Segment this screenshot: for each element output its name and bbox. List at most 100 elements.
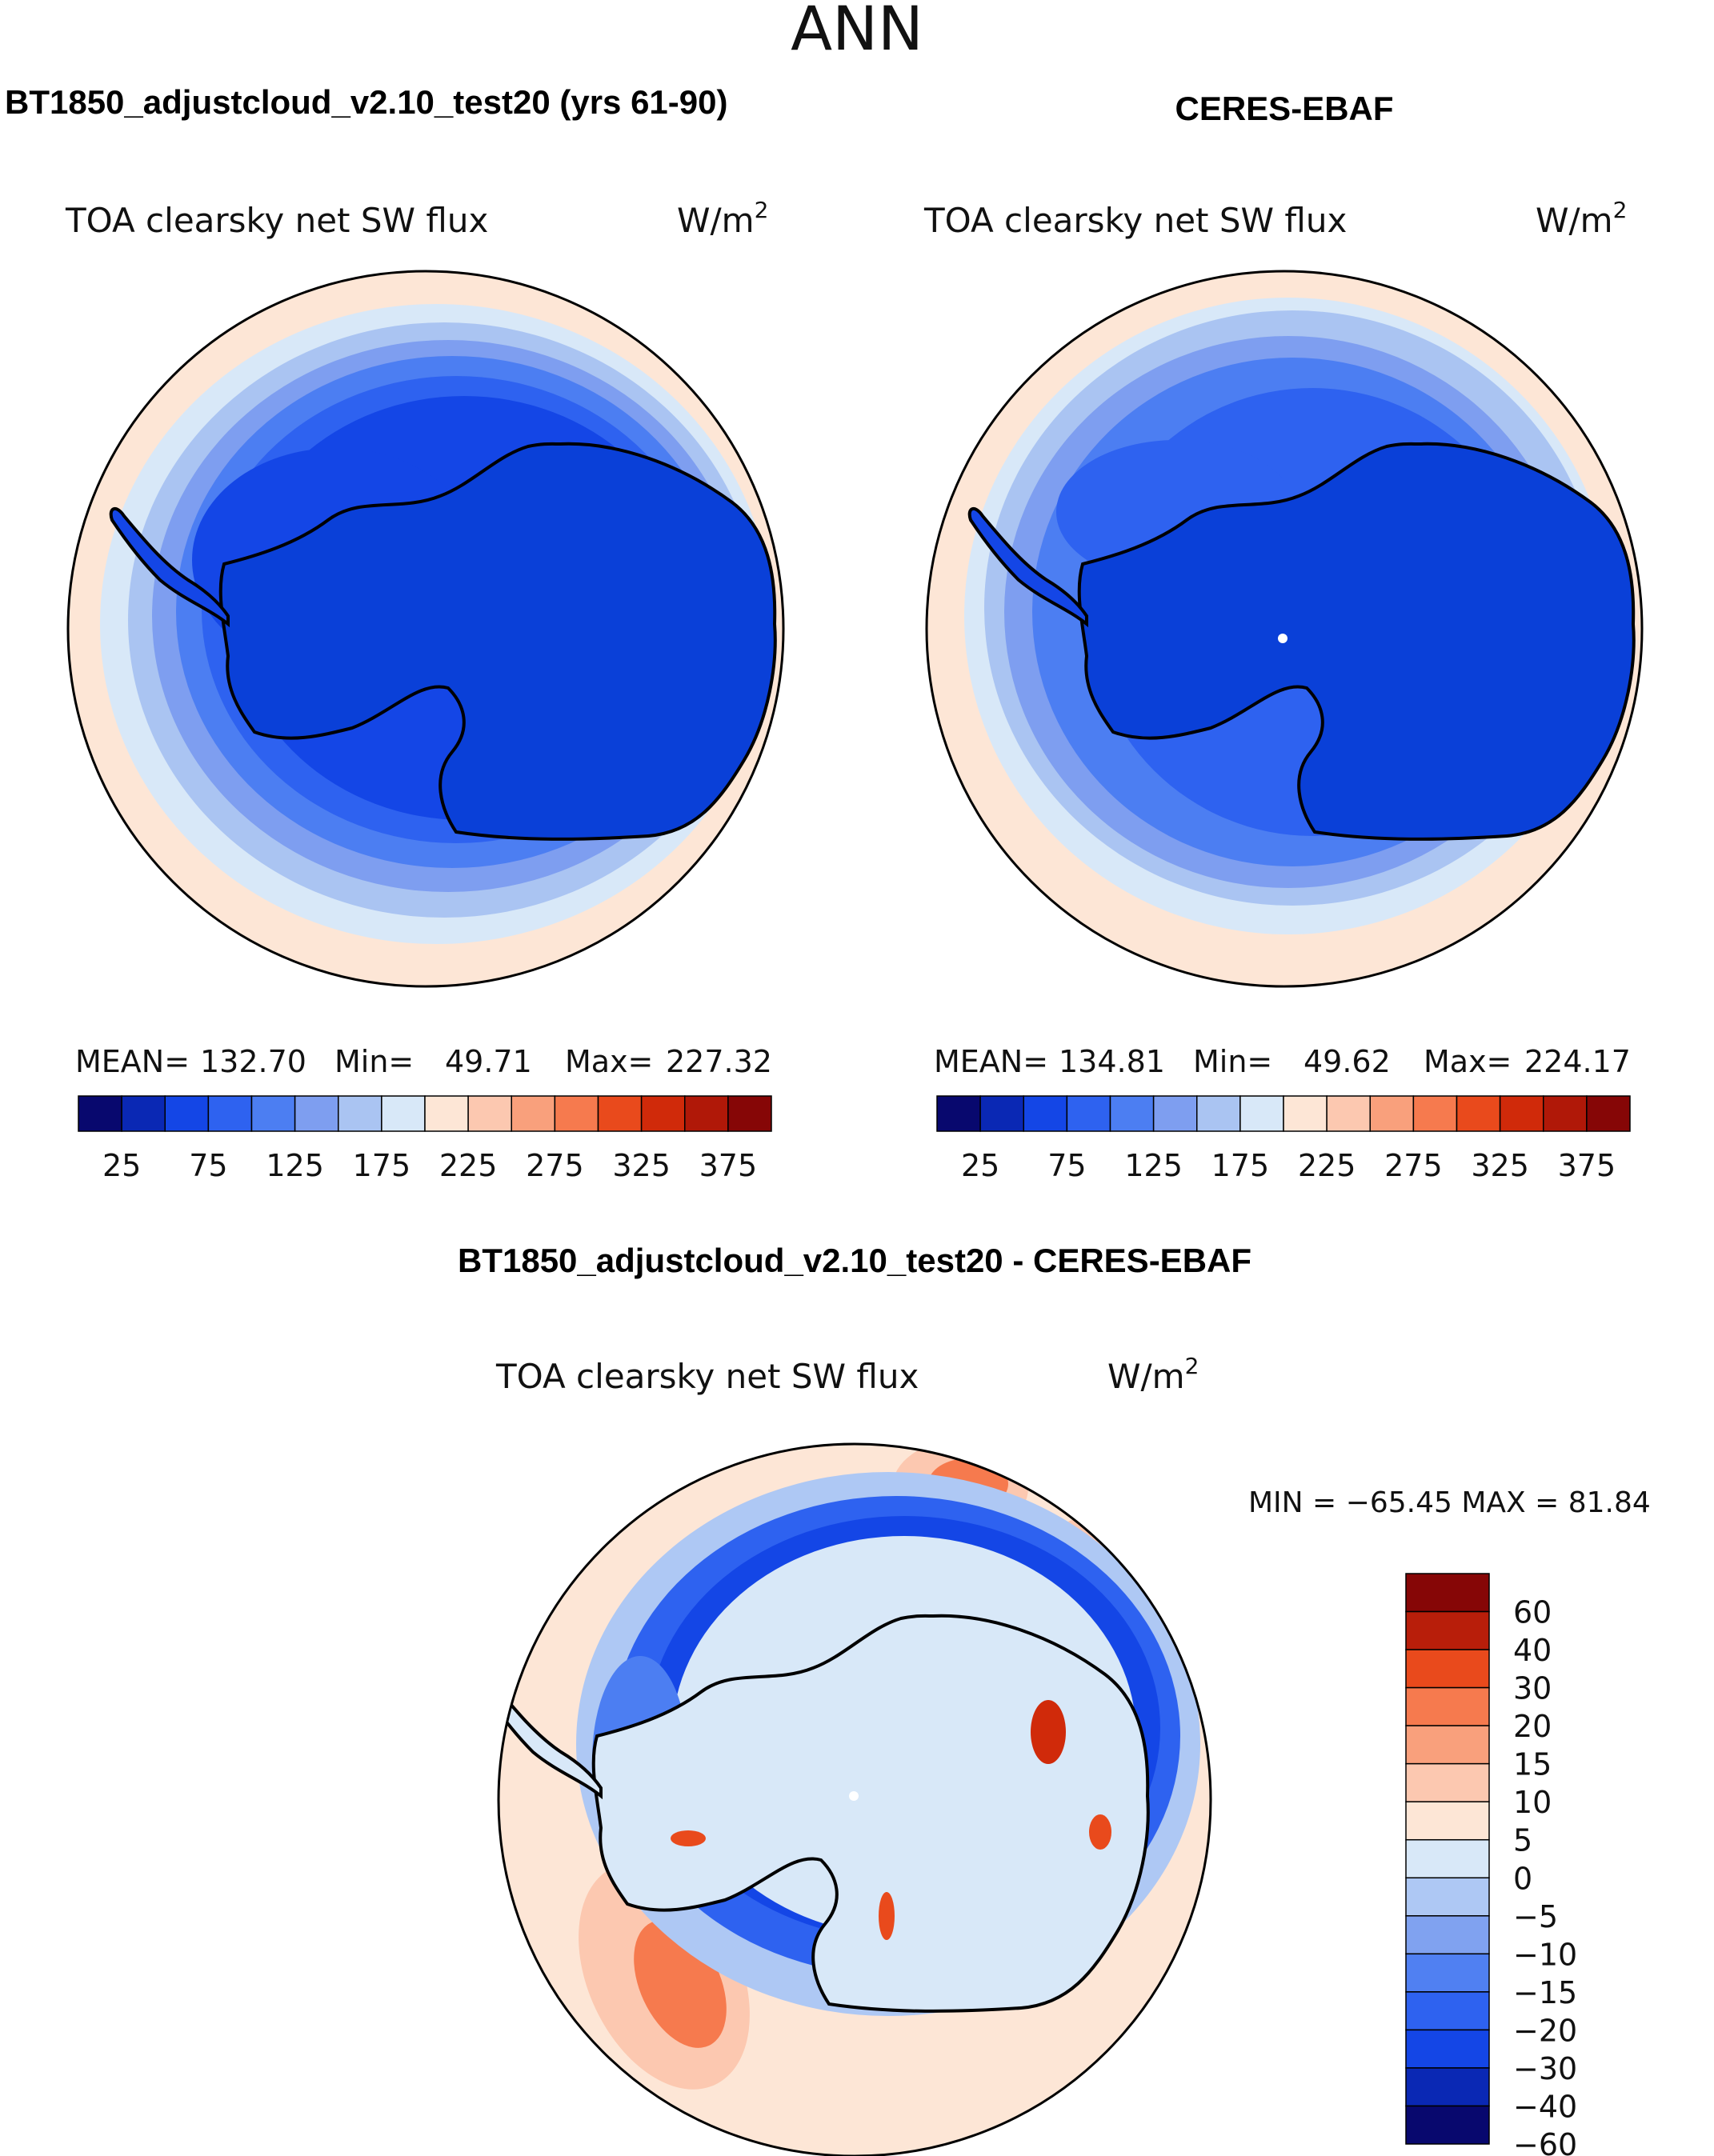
colorbar-model-swatch-10 bbox=[511, 1095, 556, 1132]
panel-model-units: W/m2 bbox=[677, 197, 768, 240]
colorbar-model-swatch-6 bbox=[338, 1095, 382, 1132]
colorbar-diff-tick-label: −40 bbox=[1513, 2089, 1577, 2124]
colorbar-diff-swatch-10 bbox=[1405, 1953, 1490, 1993]
colorbar-model-tick-label: 225 bbox=[439, 1148, 498, 1183]
stats-model-mean: 132.70 bbox=[200, 1044, 306, 1079]
colorbar-diff-tick-label: 60 bbox=[1513, 1595, 1552, 1630]
colorbar-diff-swatch-1 bbox=[1405, 1610, 1490, 1650]
stats-obs-min-label: Min= bbox=[1193, 1044, 1272, 1079]
colorbar-diff-tick-label: 10 bbox=[1513, 1785, 1552, 1820]
colorbar-diff-tick-label: −30 bbox=[1513, 2051, 1577, 2086]
stats-model: MEAN= 132.70 Min= 49.71 Max= 227.32 bbox=[75, 1044, 772, 1079]
panel-model-variable: TOA clearsky net SW flux bbox=[65, 201, 488, 240]
colorbar-obs-tick-label: 175 bbox=[1211, 1148, 1270, 1183]
colorbar-diff-swatch-6 bbox=[1405, 1801, 1490, 1841]
colorbar-diff-swatch-12 bbox=[1405, 2029, 1490, 2069]
map-obs-border bbox=[925, 270, 1644, 988]
colorbar-diff-tick-label: −20 bbox=[1513, 2013, 1577, 2048]
colorbar-model-tick-label: 125 bbox=[266, 1148, 324, 1183]
panel-diff-variable: TOA clearsky net SW flux bbox=[495, 1357, 919, 1396]
panel-model-title: BT1850_adjustcloud_v2.10_test20 (yrs 61-… bbox=[5, 83, 727, 121]
colorbar-obs-swatch-11 bbox=[1412, 1095, 1458, 1132]
stats-obs-mean: 134.81 bbox=[1059, 1044, 1165, 1079]
colorbar-model-swatch-9 bbox=[467, 1095, 512, 1132]
colorbar-model-swatch-5 bbox=[294, 1095, 339, 1132]
panel-obs-title: CERES-EBAF bbox=[1175, 90, 1393, 127]
colorbar-diff-swatch-9 bbox=[1405, 1915, 1490, 1955]
stats-model-min: 49.71 bbox=[445, 1044, 532, 1079]
colorbar-diff-swatch-3 bbox=[1405, 1686, 1490, 1726]
colorbar-obs-tick-label: 275 bbox=[1384, 1148, 1443, 1183]
colorbar-model-tick-label: 375 bbox=[699, 1148, 758, 1183]
colorbar-model-swatch-13 bbox=[640, 1095, 686, 1132]
stats-obs-min: 49.62 bbox=[1304, 1044, 1391, 1079]
colorbar-model-swatch-2 bbox=[164, 1095, 210, 1132]
colorbar-obs-tick-label: 375 bbox=[1558, 1148, 1616, 1183]
colorbar-model-tick-label: 275 bbox=[526, 1148, 584, 1183]
colorbar-diff-tick-label: 15 bbox=[1513, 1747, 1552, 1782]
panel-obs-units: W/m2 bbox=[1536, 197, 1627, 240]
colorbar-model-tick-label: 175 bbox=[353, 1148, 411, 1183]
diff-warm-coast-southeast bbox=[1089, 1814, 1111, 1850]
colorbar-obs-swatch-10 bbox=[1369, 1095, 1415, 1132]
colorbar-model-swatch-15 bbox=[727, 1095, 772, 1132]
pole-marker-obs bbox=[1278, 634, 1288, 643]
colorbar-diff-tick-label: 40 bbox=[1513, 1633, 1552, 1668]
colorbar-obs-swatch-2 bbox=[1023, 1095, 1068, 1132]
stats-model-min-label: Min= bbox=[334, 1044, 414, 1079]
colorbar-model-swatch-8 bbox=[424, 1095, 469, 1132]
colorbar-obs-swatch-6 bbox=[1196, 1095, 1241, 1132]
colorbar-obs-swatch-1 bbox=[979, 1095, 1024, 1132]
colorbar-diff-swatch-7 bbox=[1405, 1838, 1490, 1879]
colorbar-diff-tick-label: −5 bbox=[1513, 1899, 1558, 1934]
stats-model-max: 227.32 bbox=[666, 1044, 772, 1079]
colorbar-model-tick-label: 325 bbox=[612, 1148, 671, 1183]
panel-obs: CERES-EBAF TOA clearsky net SW flux W/m2… bbox=[923, 90, 1644, 1183]
panel-diff-title: BT1850_adjustcloud_v2.10_test20 - CERES-… bbox=[458, 1242, 1251, 1279]
colorbar-obs-tick-label: 225 bbox=[1298, 1148, 1356, 1183]
panel-diff-units: W/m2 bbox=[1107, 1353, 1199, 1396]
colorbar-model-swatch-4 bbox=[250, 1095, 296, 1132]
stats-model-mean-label: MEAN= bbox=[75, 1044, 190, 1079]
colorbar-model-swatch-0 bbox=[78, 1095, 122, 1132]
panel-diff-minmax: MIN = −65.45 MAX = 81.84 bbox=[1248, 1486, 1651, 1519]
colorbar-model-swatch-7 bbox=[381, 1095, 426, 1132]
colorbar-diff-swatch-8 bbox=[1405, 1877, 1490, 1917]
colorbar-diff-swatch-11 bbox=[1405, 1991, 1490, 2031]
colorbar-model-swatch-3 bbox=[207, 1095, 253, 1132]
map-model-border bbox=[66, 270, 785, 988]
map-obs bbox=[927, 271, 1642, 986]
colorbar-obs-swatch-7 bbox=[1239, 1095, 1284, 1132]
map-diff bbox=[499, 1444, 1211, 2156]
colorbar-obs-swatch-15 bbox=[1586, 1095, 1631, 1132]
colorbar-model-tick-label: 75 bbox=[189, 1148, 227, 1183]
colorbar-obs-tick-label: 25 bbox=[961, 1148, 999, 1183]
diff-warm-coast-east bbox=[1031, 1700, 1066, 1764]
colorbar-diff-swatch-2 bbox=[1405, 1649, 1490, 1689]
diff-warm-coast-west bbox=[671, 1830, 706, 1846]
colorbar-obs-swatch-0 bbox=[936, 1095, 981, 1132]
panel-obs-variable: TOA clearsky net SW flux bbox=[923, 201, 1347, 240]
colorbar-obs-swatch-12 bbox=[1456, 1095, 1501, 1132]
colorbar-diff-swatch-14 bbox=[1405, 2105, 1490, 2145]
colorbar-model-tick-label: 25 bbox=[102, 1148, 141, 1183]
colorbar-diff-tick-label: 5 bbox=[1513, 1823, 1532, 1858]
colorbar-model-swatch-14 bbox=[684, 1095, 729, 1132]
colorbar-model: 25 75 125 175 225 275 325 375 bbox=[78, 1095, 772, 1183]
colorbar-obs-tick-label: 125 bbox=[1124, 1148, 1183, 1183]
panel-diff: BT1850_adjustcloud_v2.10_test20 - CERES-… bbox=[458, 1242, 1651, 2156]
stats-obs: MEAN= 134.81 Min= 49.62 Max= 224.17 bbox=[934, 1044, 1631, 1079]
colorbar-diff-swatch-5 bbox=[1405, 1762, 1490, 1802]
colorbar-obs-swatch-5 bbox=[1152, 1095, 1198, 1132]
colorbar-diff-tick-label: −60 bbox=[1513, 2127, 1577, 2156]
colorbar-obs-swatch-9 bbox=[1326, 1095, 1371, 1132]
figure-title: ANN bbox=[791, 0, 923, 64]
colorbar-diff-tick-label: 0 bbox=[1513, 1861, 1532, 1896]
colorbar-diff-swatch-4 bbox=[1405, 1725, 1490, 1765]
colorbar-obs-tick-label: 325 bbox=[1471, 1148, 1529, 1183]
colorbar-diff-swatch-13 bbox=[1405, 2067, 1490, 2107]
colorbar-model-swatch-1 bbox=[121, 1095, 166, 1132]
colorbar-obs-swatch-8 bbox=[1283, 1095, 1328, 1132]
pole-marker-diff bbox=[849, 1791, 859, 1801]
